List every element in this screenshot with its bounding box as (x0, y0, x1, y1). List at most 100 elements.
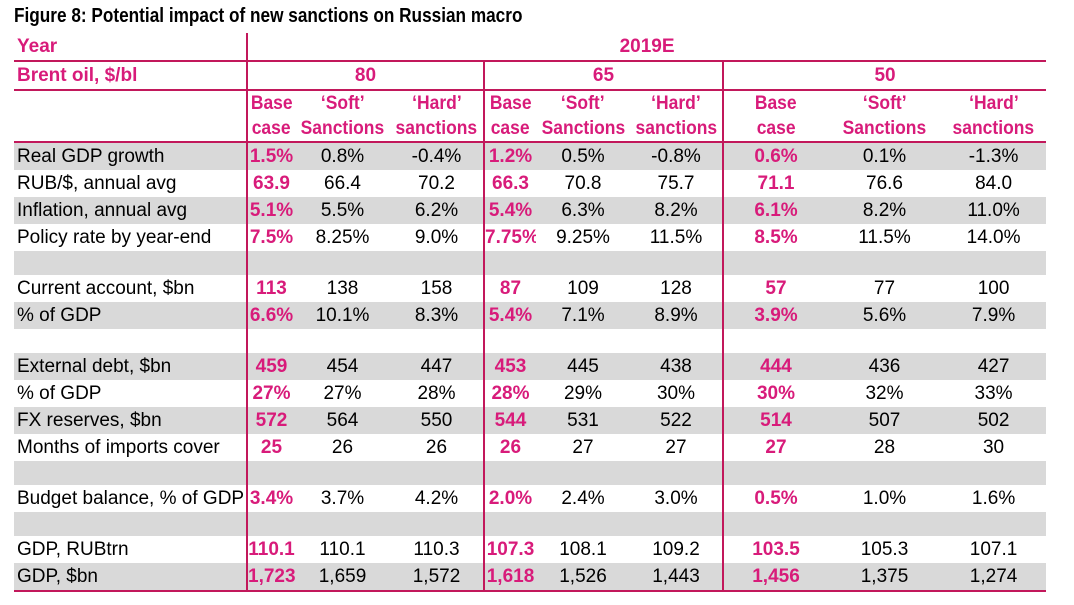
sanctions-value: 507 (828, 407, 941, 434)
spacer-cell (941, 512, 1047, 536)
table-row: Policy rate by year-end 7.5% 8.25% 9.0% 7.75… (14, 224, 1046, 251)
base-case-value: 7.75% (483, 224, 536, 251)
spacer-cell (722, 461, 828, 485)
table-row: GDP, $bn 1,723 1,659 1,572 1,618 1,526 1,443 1,… (14, 563, 1047, 592)
scenario-label: Sanctions (536, 116, 630, 143)
sanctions-value: 5.5% (295, 197, 390, 224)
base-case-value: 103.5 (722, 536, 828, 563)
sanctions-value: 76.6 (866, 172, 903, 194)
base-case-value: 27% (246, 380, 295, 407)
brent-row: Brent oil, $/bl 80 65 50 (14, 61, 1047, 91)
spacer-cell (295, 461, 390, 485)
sanctions-value: 9.0% (414, 226, 459, 248)
spacer-cell (483, 461, 536, 485)
scenario-label: Base (246, 90, 295, 116)
sanctions-value: 75.7 (657, 172, 695, 194)
spacer-cell (536, 329, 630, 353)
sanctions-impact-table: Year 2019E Brent oil, $/bl 80 65 50 Base ‘Soft’… (14, 33, 1047, 592)
brent-price-1: 65 (483, 61, 723, 91)
figure-title: Figure 8: Potential impact of new sancti… (14, 5, 523, 27)
base-case-value: 63.9 (246, 170, 295, 197)
sanctions-value: 100 (977, 277, 1010, 299)
scenario-label: sanctions (941, 116, 1047, 143)
sanctions-value: 33% (974, 382, 1013, 404)
table-row: Budget balance, % of GDP 3.4% 3.7% 4.2% 2.0%… (14, 485, 1046, 512)
table-row: GDP, RUBtrn 110.1 110.1 110.3 107.3 108.1 109.… (14, 536, 1046, 563)
sanctions-value: 30 (982, 436, 1005, 458)
base-case-value: 514 (722, 407, 828, 434)
sanctions-value: 8.2% (630, 197, 723, 224)
base-case-value: 1,618 (483, 563, 536, 592)
row-label: % of GDP (17, 382, 102, 404)
sanctions-value: 108.1 (559, 538, 607, 560)
sanctions-value: 7.9% (941, 302, 1047, 329)
base-case-value: 28% (483, 380, 536, 407)
sanctions-value: 1,274 (941, 563, 1047, 592)
base-case-value: 1,723 (246, 563, 295, 592)
spacer-cell (941, 251, 1047, 275)
sanctions-value: 1,526 (536, 563, 630, 592)
base-case-value: 453 (483, 353, 536, 380)
scenario-label-text: sanctions (952, 118, 1035, 139)
scenario-label: ‘Hard’ (390, 90, 484, 116)
table-row: Real GDP growth 1.5% 0.8% -0.4% 1.2% 0.5% -0.8… (14, 142, 1047, 170)
sanctions-value: 110.1 (319, 538, 366, 560)
spacer-cell (483, 329, 536, 353)
scenario-label-text: case (491, 118, 530, 139)
sanctions-value: 531 (536, 407, 630, 434)
sanctions-value: -0.8% (630, 142, 723, 170)
sanctions-value: 445 (536, 353, 630, 380)
sanctions-value: 10.1% (295, 302, 390, 329)
base-case-value: 0.5% (722, 485, 828, 512)
sanctions-value: 454 (295, 353, 390, 380)
spacer-cell (828, 512, 941, 536)
base-case-value: 66.3 (483, 170, 536, 197)
scenario-label: ‘Hard’ (941, 90, 1046, 116)
sanctions-value: 5.6% (828, 302, 941, 329)
base-case-value: 110.1 (246, 536, 295, 563)
scenario-label-text: ‘Hard’ (411, 93, 462, 114)
scenario-label: Base (483, 90, 536, 116)
scenario-label: sanctions (630, 116, 723, 143)
spacer-cell (246, 251, 295, 275)
base-case-value: 3.9% (722, 302, 828, 329)
sanctions-value: 8.3% (390, 302, 484, 329)
sanctions-value: 564 (295, 407, 390, 434)
spacer-cell (536, 512, 630, 536)
spacer-cell (941, 461, 1047, 485)
sanctions-value: 138 (326, 277, 359, 299)
base-case-value: 5.4% (483, 302, 536, 329)
sanctions-value: 32% (865, 382, 904, 404)
sanctions-value: 28 (873, 436, 896, 458)
sanctions-value: 105.3 (860, 538, 909, 560)
sanctions-value: 550 (390, 407, 484, 434)
base-case-value: 5.1% (246, 197, 295, 224)
table-row: FX reserves, $bn 572 564 550 544 531 522 514 507… (14, 407, 1047, 434)
scenario-label-text: Sanctions (300, 118, 385, 139)
sanctions-value: 2.4% (561, 487, 605, 509)
sanctions-value: 27 (572, 436, 594, 458)
spacer-cell (390, 251, 484, 275)
sanctions-value: 8.9% (630, 302, 723, 329)
base-case-value: 57 (722, 275, 828, 302)
spacer-row (14, 251, 1047, 275)
base-case-value: 107.3 (483, 536, 536, 563)
row-label: FX reserves, $bn (14, 407, 247, 434)
scenario-label-text: ‘Soft’ (862, 93, 907, 114)
sanctions-value: 3.0% (654, 487, 698, 509)
spacer-row (14, 512, 1047, 536)
scenario-label: sanctions (390, 116, 484, 143)
spacer-row (14, 461, 1047, 485)
year-row: Year 2019E (14, 33, 1047, 62)
base-case-value: 71.1 (722, 170, 828, 197)
table-row: Current account, $bn 113 138 158 87 109 128 57 7… (14, 275, 1046, 302)
spacer-cell (295, 329, 390, 353)
base-case-value: 572 (246, 407, 295, 434)
sanctions-value: 27 (665, 436, 687, 458)
scenario-label-text: ‘Hard’ (651, 93, 701, 114)
sanctions-value: -0.4% (390, 142, 484, 170)
scenario-row-spacer (14, 116, 247, 143)
sanctions-value: 3.7% (320, 487, 365, 509)
base-case-value: 3.4% (246, 485, 295, 512)
sanctions-value: 26 (425, 436, 448, 458)
